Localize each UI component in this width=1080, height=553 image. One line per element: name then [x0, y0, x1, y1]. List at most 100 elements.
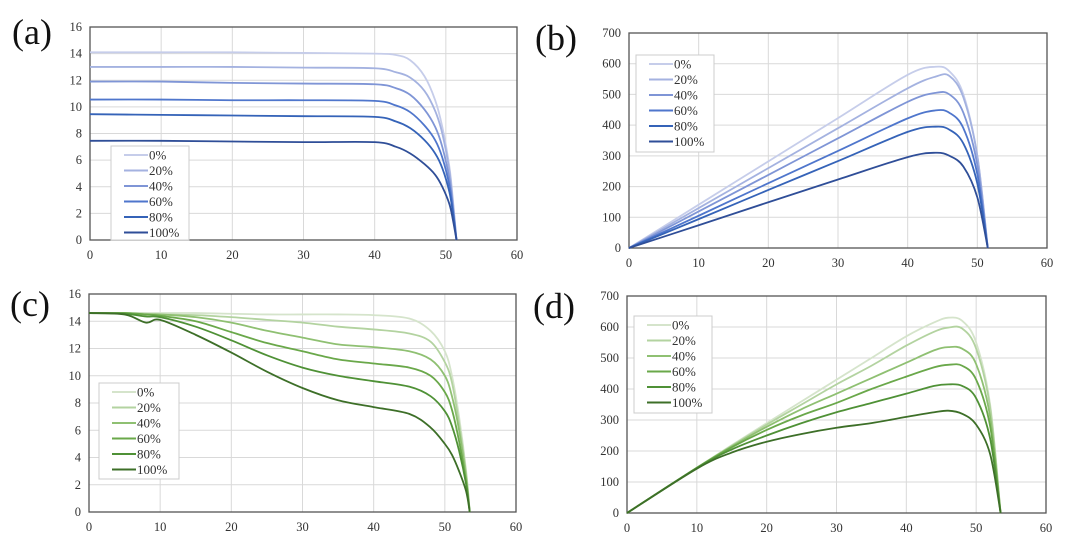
panel-d: 0 10 20 30 40 50 6001002003004005006007000%20%…: [533, 286, 1052, 535]
y-tick-label: 4: [75, 451, 82, 465]
series-line-100pct: [626, 409, 1002, 514]
series-line-80pct: [89, 113, 458, 241]
x-tick-label: 0: [624, 521, 630, 535]
panel-label: (b): [535, 18, 577, 58]
legend-label: 0%: [137, 385, 155, 400]
x-tick-label: 30: [832, 256, 845, 270]
y-tick-label: 12: [70, 73, 83, 87]
legend-label: 40%: [137, 416, 161, 431]
y-tick-label: 100: [600, 475, 619, 489]
x-tick-label: 30: [296, 520, 309, 534]
series-line-60pct: [626, 363, 1002, 514]
y-tick-label: 0: [615, 241, 621, 255]
series-line-20pct: [628, 73, 989, 249]
x-tick-label: 20: [762, 256, 775, 270]
legend-label: 60%: [672, 364, 696, 379]
x-tick-label: 30: [297, 248, 310, 262]
x-tick-label: 20: [225, 520, 238, 534]
x-tick-label: 40: [367, 520, 380, 534]
y-tick-label: 8: [75, 396, 81, 410]
legend-label: 80%: [674, 119, 698, 134]
y-tick-label: 600: [602, 57, 621, 71]
y-tick-label: 0: [76, 233, 82, 247]
legend-label: 0%: [672, 318, 690, 333]
y-tick-label: 14: [69, 314, 82, 328]
y-tick-label: 200: [600, 444, 619, 458]
y-tick-label: 500: [600, 351, 619, 365]
x-tick-label: 50: [440, 248, 453, 262]
x-tick-label: 40: [368, 248, 381, 262]
series-line-80pct: [626, 383, 1002, 514]
legend-label: 40%: [674, 88, 698, 103]
plot-frame: [89, 26, 518, 241]
series-line-40pct: [89, 80, 458, 241]
y-tick-label: 300: [600, 413, 619, 427]
series-line-100pct: [88, 312, 471, 513]
legend-box: [635, 54, 715, 153]
legend-label: 80%: [137, 447, 161, 462]
x-tick-label: 60: [510, 520, 523, 534]
panel-label: (d): [533, 286, 575, 326]
y-tick-label: 16: [69, 287, 82, 301]
x-tick-label: 50: [971, 256, 984, 270]
series-line-80pct: [628, 125, 989, 249]
y-tick-label: 500: [602, 87, 621, 101]
legend-box: [633, 315, 713, 414]
y-tick-label: 200: [602, 180, 621, 194]
x-tick-label: 20: [226, 248, 239, 262]
x-tick-label: 40: [901, 256, 914, 270]
x-tick-label: 10: [154, 520, 167, 534]
x-tick-label: 50: [439, 520, 452, 534]
panel-b: 0 10 20 30 40 50 6001002003004005006007000%20%…: [535, 18, 1053, 270]
x-tick-label: 10: [691, 521, 704, 535]
legend-label: 80%: [672, 380, 696, 395]
y-tick-label: 10: [69, 369, 82, 383]
y-tick-label: 700: [600, 289, 619, 303]
legend-label: 80%: [149, 210, 173, 225]
x-tick-label: 60: [1041, 256, 1054, 270]
legend-label: 60%: [137, 431, 161, 446]
series-line-60pct: [88, 312, 471, 513]
series-line-80pct: [88, 312, 471, 513]
legend-label: 40%: [149, 179, 173, 194]
y-tick-label: 0: [613, 506, 619, 520]
y-tick-label: 100: [602, 210, 621, 224]
y-tick-label: 10: [70, 100, 83, 114]
legend-label: 0%: [674, 57, 692, 72]
y-tick-label: 0: [75, 505, 81, 519]
y-tick-label: 2: [76, 206, 82, 220]
legend-label: 20%: [674, 72, 698, 87]
x-tick-label: 60: [1040, 521, 1053, 535]
y-tick-label: 16: [70, 20, 83, 34]
legend-label: 20%: [672, 333, 696, 348]
y-tick-label: 300: [602, 149, 621, 163]
x-tick-label: 60: [511, 248, 524, 262]
y-tick-label: 400: [600, 382, 619, 396]
panel-c: 0 10 20 30 40 50 60 0 2 4 6 8 10 12 14 16 0%20%40%60%80%…: [10, 284, 522, 534]
plot-frame: [88, 293, 517, 513]
x-tick-label: 0: [86, 520, 92, 534]
x-tick-label: 40: [900, 521, 913, 535]
legend-label: 100%: [672, 395, 703, 410]
legend-label: 20%: [137, 400, 161, 415]
legend-label: 60%: [674, 103, 698, 118]
y-tick-label: 700: [602, 26, 621, 40]
legend-label: 0%: [149, 148, 167, 163]
plot-frame: [628, 32, 1048, 249]
series-line-100pct: [89, 139, 458, 241]
x-tick-label: 0: [626, 256, 632, 270]
series-line-60pct: [628, 109, 989, 249]
y-tick-label: 8: [76, 127, 82, 141]
panel-label: (c): [10, 284, 50, 324]
panel-a: 0 10 20 30 40 50 60 0 2 4 6 8 10 12 14 16 0%20%40%60%80%…: [12, 12, 523, 262]
x-tick-label: 0: [87, 248, 93, 262]
legend-label: 100%: [149, 225, 180, 240]
legend-label: 40%: [672, 349, 696, 364]
y-tick-label: 4: [76, 180, 83, 194]
y-tick-label: 400: [602, 118, 621, 132]
legend-label: 20%: [149, 163, 173, 178]
x-tick-label: 10: [692, 256, 705, 270]
x-tick-label: 20: [760, 521, 773, 535]
legend-box: [110, 145, 190, 241]
